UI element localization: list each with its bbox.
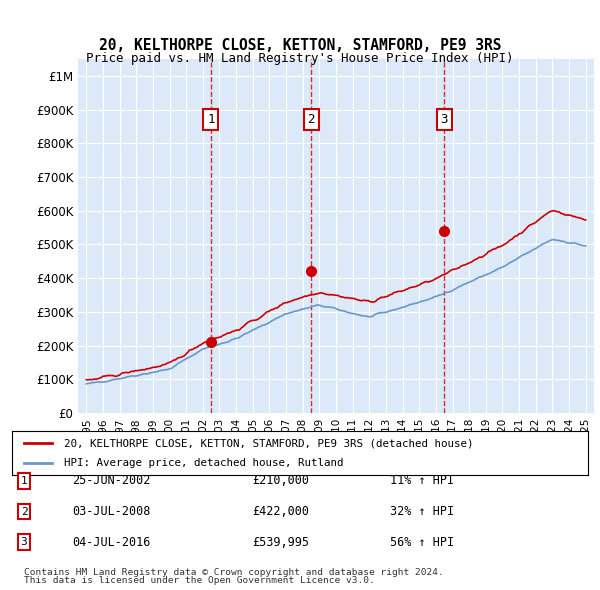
Text: 20, KELTHORPE CLOSE, KETTON, STAMFORD, PE9 3RS: 20, KELTHORPE CLOSE, KETTON, STAMFORD, P… [99,38,501,53]
Text: 20, KELTHORPE CLOSE, KETTON, STAMFORD, PE9 3RS (detached house): 20, KELTHORPE CLOSE, KETTON, STAMFORD, P… [64,438,473,448]
Text: 25-JUN-2002: 25-JUN-2002 [72,474,151,487]
Text: 3: 3 [440,113,448,126]
Text: 03-JUL-2008: 03-JUL-2008 [72,505,151,518]
Text: 04-JUL-2016: 04-JUL-2016 [72,536,151,549]
Text: 11% ↑ HPI: 11% ↑ HPI [390,474,454,487]
Text: 3: 3 [20,537,28,547]
Text: HPI: Average price, detached house, Rutland: HPI: Average price, detached house, Rutl… [64,458,343,467]
Text: 32% ↑ HPI: 32% ↑ HPI [390,505,454,518]
Text: This data is licensed under the Open Government Licence v3.0.: This data is licensed under the Open Gov… [24,576,375,585]
Text: 56% ↑ HPI: 56% ↑ HPI [390,536,454,549]
Text: 2: 2 [20,507,28,516]
Text: 2: 2 [307,113,315,126]
Text: Price paid vs. HM Land Registry's House Price Index (HPI): Price paid vs. HM Land Registry's House … [86,52,514,65]
Text: £422,000: £422,000 [252,505,309,518]
Text: £210,000: £210,000 [252,474,309,487]
Text: £539,995: £539,995 [252,536,309,549]
Text: 1: 1 [207,113,215,126]
Text: Contains HM Land Registry data © Crown copyright and database right 2024.: Contains HM Land Registry data © Crown c… [24,568,444,577]
Text: 1: 1 [20,476,28,486]
